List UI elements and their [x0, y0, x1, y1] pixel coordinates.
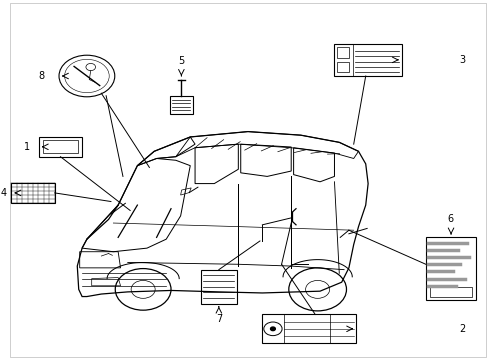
Text: 4: 4: [0, 188, 7, 198]
Bar: [334, 44, 401, 76]
Bar: [262, 315, 355, 343]
Bar: [429, 287, 471, 297]
Text: 7: 7: [216, 315, 222, 324]
Text: 6: 6: [447, 214, 453, 224]
Bar: [201, 270, 236, 304]
Bar: [170, 96, 192, 114]
Text: 3: 3: [459, 55, 465, 65]
Bar: [11, 183, 55, 203]
Bar: [42, 140, 78, 153]
Circle shape: [270, 327, 275, 330]
Bar: [336, 62, 348, 72]
Text: 5: 5: [178, 56, 184, 66]
Bar: [425, 237, 475, 300]
Bar: [336, 48, 348, 58]
Text: 2: 2: [459, 324, 465, 334]
Text: 1: 1: [24, 142, 30, 152]
Bar: [39, 137, 82, 157]
Text: 8: 8: [39, 71, 44, 81]
